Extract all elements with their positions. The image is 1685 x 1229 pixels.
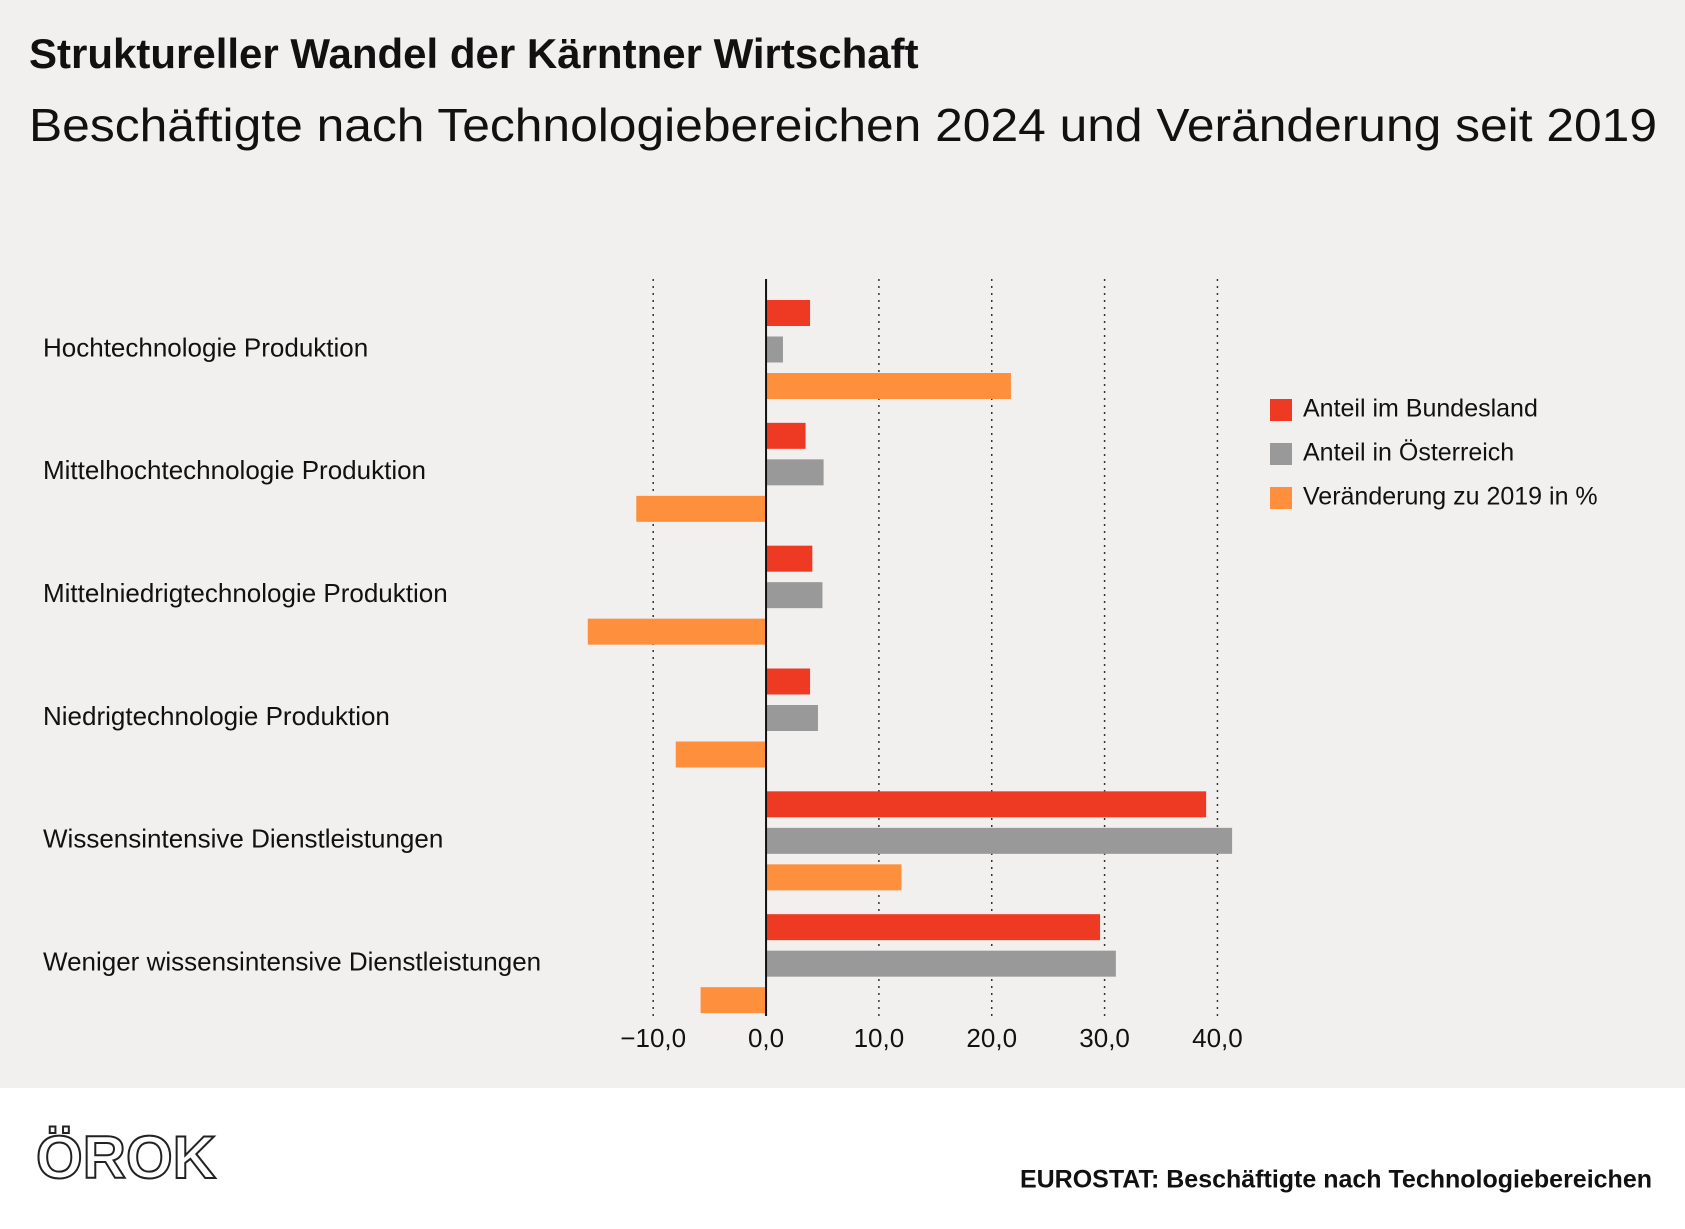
bar [700, 987, 767, 1014]
chart-title: Struktureller Wandel der Kärntner Wirtsc… [29, 30, 919, 77]
bar [766, 791, 1207, 818]
bar [766, 950, 1116, 977]
bar [766, 545, 813, 572]
y-tick-label: Mittelniedrigtechnologie Produktion [43, 578, 448, 608]
y-tick-label: Weniger wissensintensive Dienstleistunge… [43, 947, 541, 977]
bar [587, 618, 767, 645]
logo: ÖROK [36, 1124, 216, 1191]
x-tick-label: 10,0 [854, 1023, 905, 1053]
background [0, 0, 1685, 1088]
legend-swatch [1270, 487, 1292, 509]
x-tick-label: 40,0 [1192, 1023, 1243, 1053]
bar [766, 422, 806, 449]
y-tick-label: Hochtechnologie Produktion [43, 332, 368, 362]
source: EUROSTAT: Beschäftigte nach Technologieb… [1020, 1166, 1652, 1194]
bar [636, 495, 767, 522]
x-tick-label: 30,0 [1079, 1023, 1130, 1053]
bar [766, 459, 824, 486]
legend-swatch [1270, 399, 1292, 421]
bar [766, 827, 1233, 854]
y-tick-label: Niedrigtechnologie Produktion [43, 701, 390, 731]
bar [766, 864, 902, 891]
y-tick-label: Wissensintensive Dienstleistungen [43, 824, 443, 854]
legend-label: Anteil in Österreich [1303, 439, 1514, 467]
y-tick-label: Mittelhochtechnologie Produktion [43, 455, 426, 485]
chart-subtitle: Beschäftigte nach Technologiebereichen 2… [29, 99, 1657, 151]
bar [766, 300, 811, 326]
x-tick-label: 20,0 [966, 1023, 1017, 1053]
bar [766, 373, 1011, 399]
bar [766, 582, 823, 609]
legend-swatch [1270, 443, 1292, 465]
bar [675, 741, 767, 768]
footer [0, 1088, 1685, 1229]
x-tick-label: −10,0 [620, 1023, 686, 1053]
bar [766, 336, 783, 363]
legend-label: Veränderung zu 2019 in % [1303, 483, 1598, 511]
legend-label: Anteil im Bundesland [1303, 395, 1538, 423]
bar [766, 705, 818, 731]
bar [766, 914, 1101, 941]
bar [766, 668, 811, 695]
x-tick-label: 0,0 [748, 1023, 784, 1053]
